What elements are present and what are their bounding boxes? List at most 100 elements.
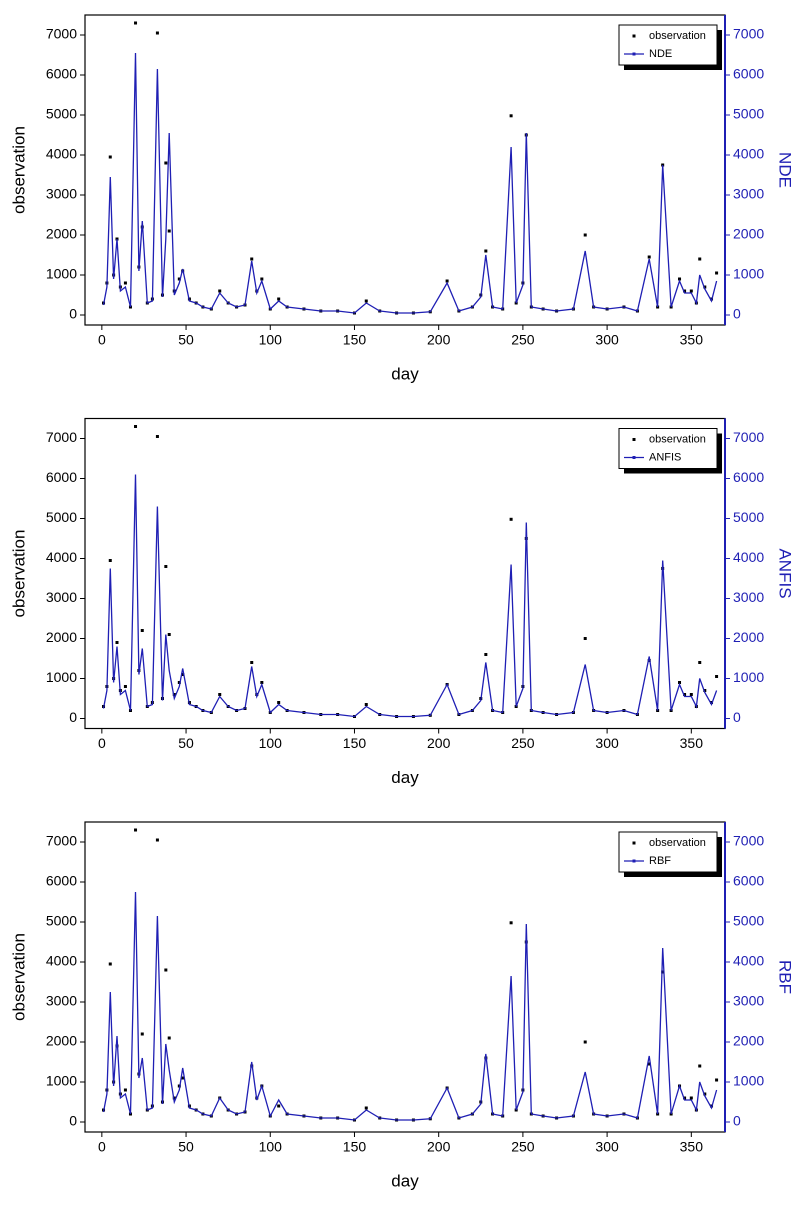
y-tick-label: 4000 <box>46 146 77 162</box>
observation-point <box>583 637 587 640</box>
x-tick-label: 300 <box>595 735 619 751</box>
y-tick-label: 3000 <box>46 186 77 202</box>
observation-point <box>661 970 665 974</box>
observation-point <box>689 289 693 293</box>
observation-point <box>260 681 264 684</box>
observation-point <box>155 31 159 35</box>
observation-point <box>218 289 222 293</box>
observation-point <box>164 161 168 165</box>
x-tick-label: 200 <box>427 735 451 751</box>
y-tick-label: 4000 <box>46 549 77 565</box>
observation-point <box>647 1062 651 1066</box>
y2-tick-label: 5000 <box>733 509 764 525</box>
observation-point <box>134 21 138 25</box>
legend-label: observation <box>649 837 706 849</box>
y2-tick-label: 2000 <box>733 226 764 242</box>
observation-point <box>155 435 159 438</box>
x-tick-label: 50 <box>178 332 194 348</box>
observation-point <box>703 285 707 289</box>
y2-tick-label: 7000 <box>733 26 764 42</box>
observation-point <box>683 1096 687 1100</box>
x-tick-label: 150 <box>343 1139 367 1155</box>
y2-tick-label: 6000 <box>733 873 764 889</box>
y-tick-label: 1000 <box>46 266 77 282</box>
observation-point <box>678 681 682 684</box>
legend-box <box>618 831 718 873</box>
y2-tick-label: 6000 <box>733 66 764 82</box>
observation-point <box>167 1036 171 1040</box>
x-tick-label: 50 <box>178 735 194 751</box>
y2-tick-label: 0 <box>733 709 741 725</box>
legend-label: observation <box>649 30 706 42</box>
observation-point <box>509 114 513 118</box>
x-tick-label: 100 <box>259 332 283 348</box>
observation-point <box>710 701 714 704</box>
observation-point <box>583 1040 587 1044</box>
legend-marker <box>632 841 636 845</box>
observation-point <box>250 661 254 664</box>
y-tick-label: 0 <box>69 1113 77 1129</box>
x-tick-label: 300 <box>595 1139 619 1155</box>
x-tick-label: 0 <box>98 332 106 348</box>
x-tick-label: 350 <box>680 735 704 751</box>
observation-point <box>172 693 176 696</box>
observation-point <box>108 962 112 966</box>
model-line <box>102 891 718 1121</box>
observation-point <box>134 828 138 832</box>
y2-tick-label: 0 <box>733 306 741 322</box>
observation-point <box>167 229 171 233</box>
observation-point <box>108 155 112 159</box>
x-tick-label: 250 <box>511 1139 535 1155</box>
y2-tick-label: 3000 <box>733 186 764 202</box>
x-tick-label: 250 <box>511 332 535 348</box>
legend-label: RBF <box>649 855 671 867</box>
y-tick-label: 6000 <box>46 873 77 889</box>
y2-tick-label: 0 <box>733 1113 741 1129</box>
observation-point <box>140 1032 144 1036</box>
y-tick-label: 5000 <box>46 509 77 525</box>
observation-point <box>364 299 368 303</box>
x-tick-label: 150 <box>343 332 367 348</box>
observation-point <box>484 653 488 656</box>
y2-axis-label: NDE <box>776 152 795 188</box>
x-tick-label: 0 <box>98 735 106 751</box>
model-line <box>102 474 718 718</box>
observation-point <box>698 661 702 664</box>
y2-tick-label: 5000 <box>733 913 764 929</box>
y-tick-label: 4000 <box>46 953 77 969</box>
x-tick-label: 350 <box>680 1139 704 1155</box>
observation-point <box>364 703 368 706</box>
y-tick-label: 2000 <box>46 226 77 242</box>
observation-point <box>260 277 264 281</box>
observation-point <box>181 673 185 676</box>
y2-tick-label: 4000 <box>733 953 764 969</box>
observation-point <box>583 233 587 237</box>
observation-point <box>115 641 119 644</box>
x-tick-label: 100 <box>259 1139 283 1155</box>
observation-point <box>715 675 719 678</box>
y-tick-label: 6000 <box>46 66 77 82</box>
y-tick-label: 6000 <box>46 469 77 485</box>
x-tick-label: 200 <box>427 332 451 348</box>
observation-point <box>164 968 168 972</box>
x-axis-label: day <box>391 1171 419 1190</box>
x-tick-label: 0 <box>98 1139 106 1155</box>
y2-tick-label: 5000 <box>733 106 764 122</box>
y2-tick-label: 3000 <box>733 589 764 605</box>
observation-point <box>647 255 651 259</box>
observation-point <box>689 1096 693 1100</box>
y2-tick-label: 1000 <box>733 1073 764 1089</box>
legend-box <box>618 24 718 66</box>
observation-point <box>509 517 513 521</box>
observation-point <box>698 1064 702 1068</box>
observation-point <box>484 249 488 253</box>
y-tick-label: 5000 <box>46 913 77 929</box>
y-axis-label: observation <box>9 530 28 618</box>
y-tick-label: 0 <box>69 709 77 725</box>
observation-point <box>277 297 281 301</box>
x-tick-label: 100 <box>259 735 283 751</box>
y2-tick-label: 1000 <box>733 266 764 282</box>
legend-marker <box>632 52 636 56</box>
observation-point <box>155 838 159 842</box>
